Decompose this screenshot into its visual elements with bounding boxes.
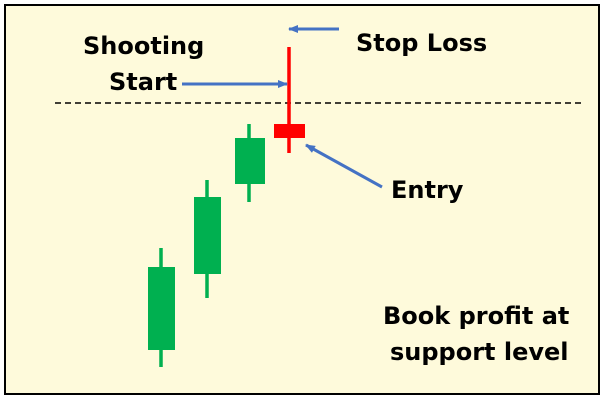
book-profit-label-line2: support level (390, 338, 569, 366)
shooting-star-candle (274, 47, 305, 153)
diagram-frame (4, 4, 600, 395)
entry-arrow (305, 143, 383, 189)
bullish-candle-1 (148, 248, 175, 367)
bullish-candle-3 (235, 124, 265, 202)
book-profit-label-line1: Book profit at (383, 302, 569, 330)
shooting-star-label-line1: Shooting (83, 32, 204, 60)
shooting-star-label-line2: Start (109, 68, 177, 96)
bullish-candle-2 (194, 180, 221, 298)
entry-label: Entry (391, 176, 464, 204)
stop-loss-label: Stop Loss (356, 29, 487, 57)
